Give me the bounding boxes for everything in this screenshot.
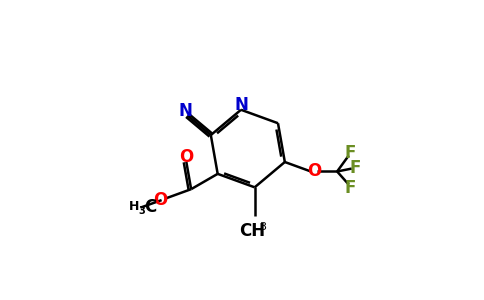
Text: CH: CH bbox=[239, 222, 265, 240]
Text: 3: 3 bbox=[259, 222, 266, 232]
Text: O: O bbox=[179, 148, 194, 166]
Text: F: F bbox=[345, 143, 356, 161]
Text: 3: 3 bbox=[138, 206, 145, 215]
Text: O: O bbox=[307, 163, 322, 181]
Text: O: O bbox=[153, 191, 167, 209]
Text: N: N bbox=[179, 102, 193, 120]
Text: F: F bbox=[350, 159, 361, 177]
Text: H: H bbox=[129, 200, 139, 213]
Text: F: F bbox=[345, 178, 356, 196]
Text: N: N bbox=[235, 95, 249, 113]
Text: C: C bbox=[145, 198, 157, 216]
